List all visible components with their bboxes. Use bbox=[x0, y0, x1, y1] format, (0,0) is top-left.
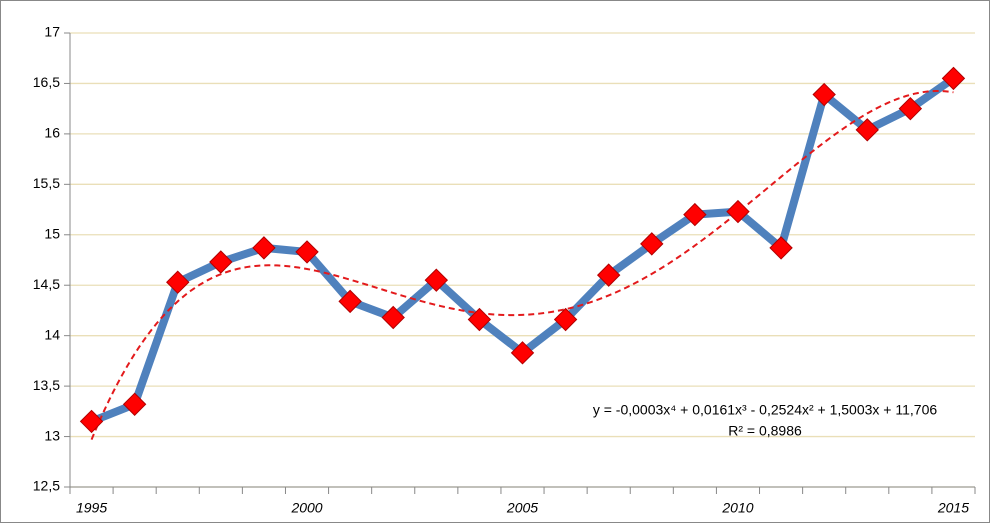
marker bbox=[683, 202, 707, 227]
marker bbox=[122, 392, 147, 416]
marker bbox=[726, 199, 750, 224]
marker bbox=[510, 341, 535, 365]
marker bbox=[209, 250, 233, 274]
y-tick-label: 12,5 bbox=[33, 478, 60, 494]
marker bbox=[295, 240, 319, 264]
marker bbox=[252, 236, 276, 260]
marker bbox=[596, 263, 621, 287]
marker bbox=[812, 82, 836, 107]
y-tick-label: 13 bbox=[44, 427, 60, 443]
marker bbox=[898, 96, 923, 121]
marker bbox=[640, 232, 664, 256]
marker bbox=[338, 289, 362, 314]
y-tick-label: 14,5 bbox=[33, 276, 60, 292]
y-tick-label: 15,5 bbox=[33, 175, 60, 191]
x-tick-label: 2010 bbox=[721, 500, 753, 516]
y-tick-label: 16,5 bbox=[33, 74, 60, 90]
x-tick-label: 2015 bbox=[937, 500, 969, 516]
y-tick-label: 17 bbox=[44, 24, 60, 40]
marker bbox=[769, 236, 793, 260]
trendline-equation: y = -0,0003x⁴ + 0,0161x³ - 0,2524x² + 1,… bbox=[593, 402, 938, 418]
marker bbox=[553, 307, 578, 332]
x-tick-label: 2005 bbox=[506, 500, 538, 516]
y-tick-label: 13,5 bbox=[33, 377, 60, 393]
trendline-r-squared: R² = 0,8986 bbox=[728, 423, 802, 439]
y-tick-label: 16 bbox=[44, 125, 60, 141]
marker bbox=[424, 268, 449, 292]
x-tick-label: 2000 bbox=[290, 500, 322, 516]
marker bbox=[79, 409, 104, 434]
marker bbox=[166, 270, 190, 294]
marker bbox=[941, 66, 966, 91]
trendline bbox=[90, 89, 954, 440]
x-tick-label: 1995 bbox=[76, 500, 107, 516]
y-tick-label: 15 bbox=[44, 225, 60, 241]
y-tick-label: 14 bbox=[44, 326, 60, 342]
marker bbox=[381, 305, 405, 330]
marker bbox=[855, 118, 879, 142]
marker bbox=[467, 307, 492, 332]
